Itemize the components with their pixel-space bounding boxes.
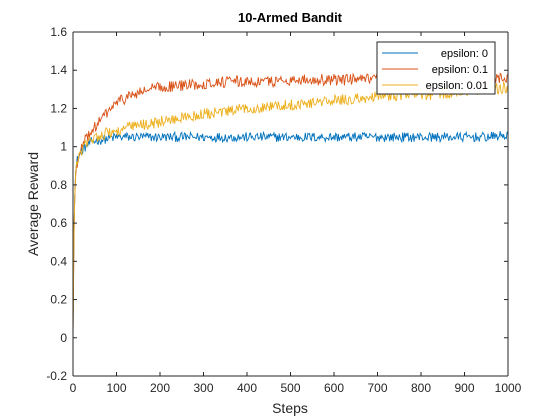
chart-title: 10-Armed Bandit xyxy=(238,10,343,25)
y-tick-label: 1 xyxy=(60,140,67,154)
series-line xyxy=(72,130,509,338)
y-tick-label: 0.8 xyxy=(50,178,67,192)
x-tick-label: 900 xyxy=(454,381,474,395)
y-tick-label: 0 xyxy=(60,331,67,345)
ticks-layer: 0 100 200 300 400 500 600 700 800 900 1000-0.200.2… xyxy=(46,25,521,395)
x-tick-label: 100 xyxy=(106,381,126,395)
legend: epsilon: 0 epsilon: 0.1 epsilon: 0.01 xyxy=(376,41,496,95)
x-tick-label: 500 xyxy=(280,381,300,395)
x-tick-label: 300 xyxy=(193,381,213,395)
x-tick-label: 800 xyxy=(411,381,431,395)
x-tick-label: 200 xyxy=(150,381,170,395)
y-tick-label: -0.2 xyxy=(46,369,67,383)
y-axis-title: Average Reward xyxy=(25,152,41,256)
y-tick-label: 1.4 xyxy=(50,63,67,77)
legend-items: epsilon: 0 epsilon: 0.1 epsilon: 0.01 xyxy=(382,48,488,92)
y-tick-label: 1.6 xyxy=(50,25,67,39)
x-tick-label: 0 xyxy=(70,381,77,395)
y-tick-label: 0.2 xyxy=(50,293,67,307)
y-tick-label: 1.2 xyxy=(50,101,67,115)
x-tick-label: 400 xyxy=(237,381,257,395)
x-axis-title: Steps xyxy=(272,400,308,416)
legend-label: epsilon: 0.1 xyxy=(432,64,488,76)
x-tick-label: 1000 xyxy=(495,381,522,395)
y-tick-label: 0.4 xyxy=(50,254,67,268)
x-tick-label: 700 xyxy=(367,381,387,395)
x-tick-label: 600 xyxy=(324,381,344,395)
legend-label: epsilon: 0.01 xyxy=(426,80,488,92)
legend-label: epsilon: 0 xyxy=(441,48,488,60)
y-tick-label: 0.6 xyxy=(50,216,67,230)
